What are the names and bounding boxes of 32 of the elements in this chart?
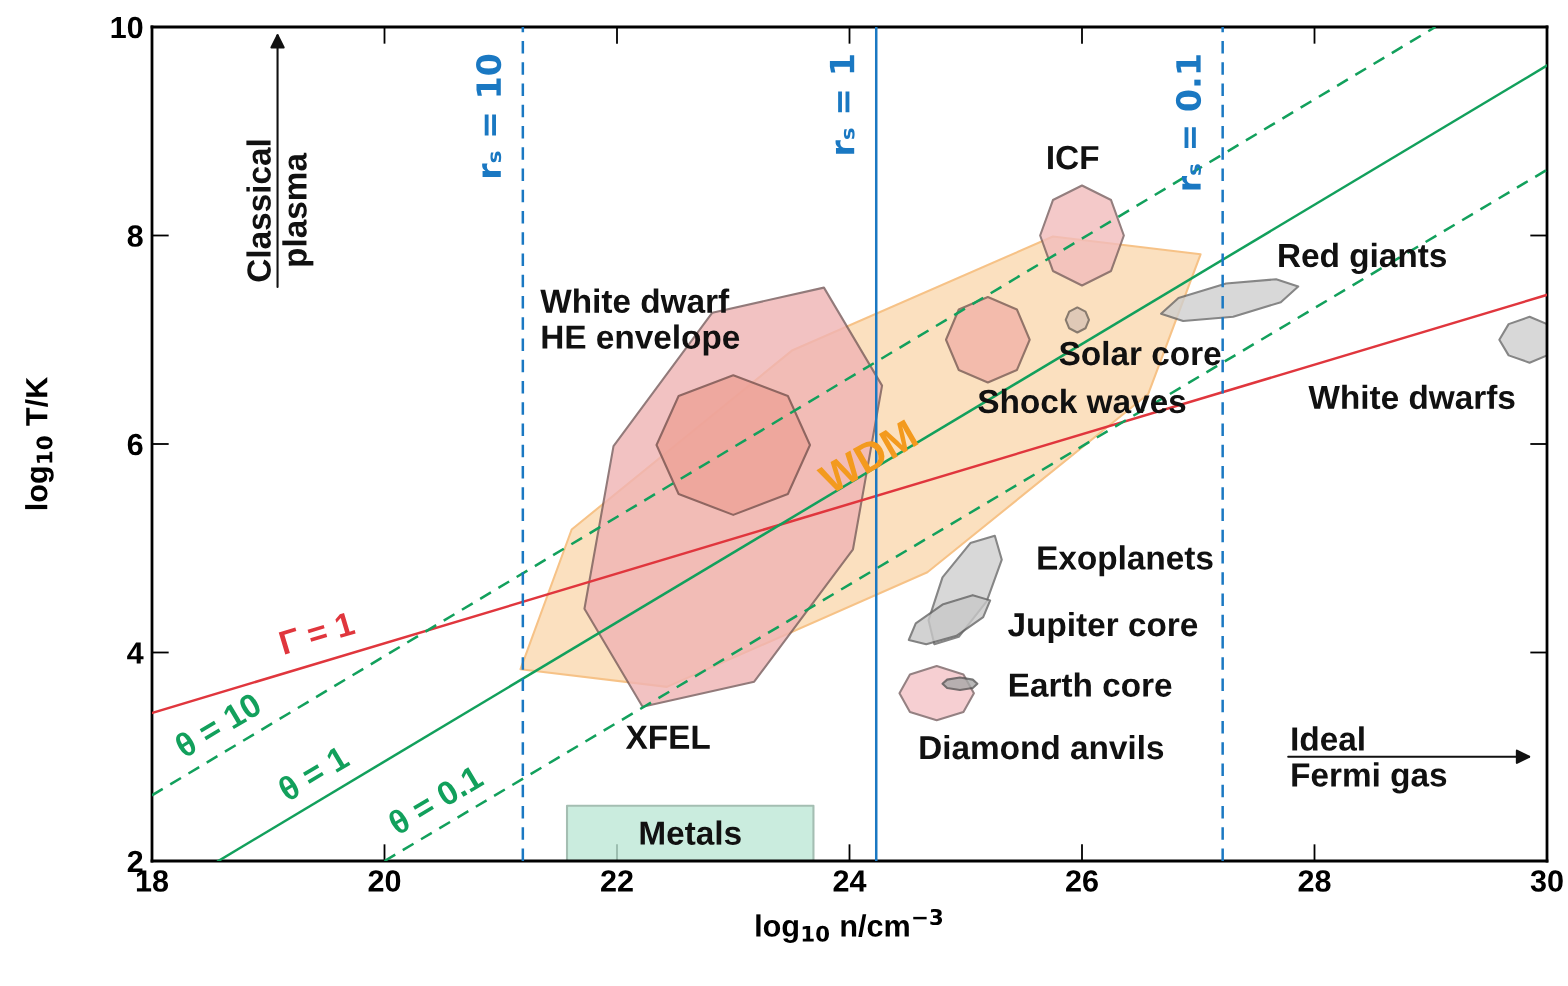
x-axis-title: log$_{10}$ n/cm$^{−3}$ — [756, 908, 943, 943]
y-tick-label: 2 — [127, 850, 143, 873]
x-tick-label: 30 — [1530, 870, 1563, 892]
y-tick-label: 10 — [111, 16, 143, 39]
x-tick-label: 24 — [833, 870, 867, 892]
annotation: Metals — [640, 820, 741, 845]
text: θ = 10 — [172, 691, 263, 759]
annotation: XFEL — [625, 725, 710, 749]
annotation: Ideal Fermi gas — [1292, 726, 1447, 794]
annotation: Classical plasma — [246, 140, 314, 282]
y-axis-title: log$_{10}$ T/K — [25, 377, 54, 510]
x-tick-label: 28 — [1298, 870, 1331, 892]
annotation: Jupiter core — [1008, 611, 1198, 644]
y-tick-label: 6 — [127, 433, 143, 456]
y-tick-label: 8 — [127, 225, 143, 247]
x-tick-label: 20 — [368, 870, 401, 892]
x-tick-label: 22 — [601, 870, 633, 892]
x-tick-label: 26 — [1066, 870, 1098, 892]
text: θ = 0.1 — [386, 763, 485, 836]
y-tick-label: 4 — [127, 642, 144, 664]
text: θ = 1 — [276, 743, 351, 802]
annotation: White dwarfs — [1308, 384, 1515, 410]
annotation: Red giants — [1279, 242, 1446, 275]
text: rₛ = 0.1 — [1175, 55, 1202, 190]
x-tick-label: 18 — [136, 870, 169, 892]
annotation: Exoplanets — [1038, 545, 1213, 577]
annotation: Earth core — [1009, 672, 1172, 697]
annotation: ICF — [1048, 145, 1099, 170]
text: Γ = 1 — [278, 611, 356, 655]
annotation: Diamond anvils — [920, 734, 1164, 760]
text: rₛ = 10 — [476, 54, 502, 177]
text: rₛ = 1 — [829, 55, 855, 154]
